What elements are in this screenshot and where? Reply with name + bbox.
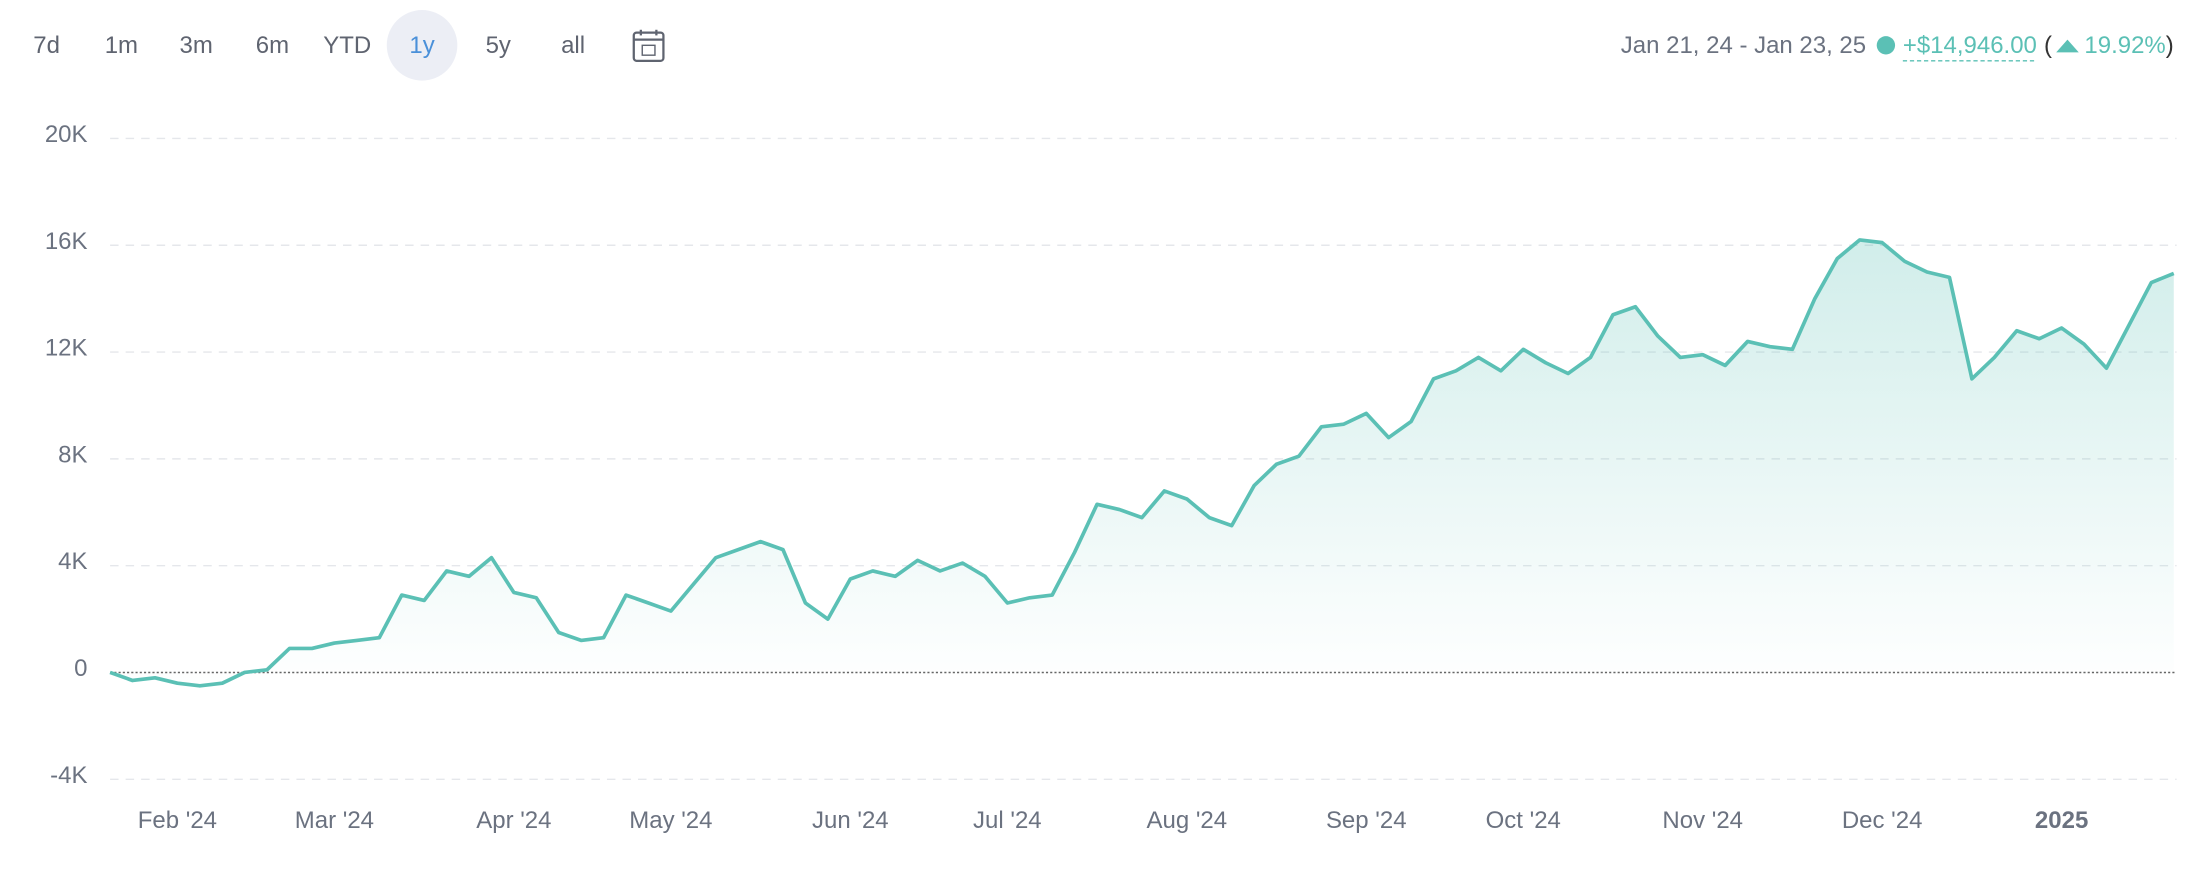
selected-range-bg xyxy=(386,10,458,81)
y-tick-label: 20K xyxy=(45,121,88,148)
change-value: +$14,946.00 xyxy=(1903,32,2037,59)
date-range: Jan 21, 24 - Jan 23, 25 xyxy=(1621,32,1866,59)
y-tick-label: -4K xyxy=(50,762,87,789)
range-button[interactable]: YTD xyxy=(323,32,371,59)
x-tick-label: 2025 xyxy=(2035,807,2088,834)
x-tick-label: Jul '24 xyxy=(973,807,1042,834)
range-button[interactable]: 5y xyxy=(486,32,511,59)
line xyxy=(109,238,2175,688)
x-tick-label: Apr '24 xyxy=(476,807,551,834)
range-button[interactable]: 1m xyxy=(105,32,138,59)
up-triangle xyxy=(2056,39,2079,53)
x-tick-label: Oct '24 xyxy=(1486,807,1561,834)
x-tick-label: Mar '24 xyxy=(295,807,374,834)
area xyxy=(110,239,2174,686)
y-tick-label: 0 xyxy=(74,655,87,682)
x-tick-label: May '24 xyxy=(629,807,712,834)
paren: ( xyxy=(2044,32,2052,59)
status-dot xyxy=(1876,36,1896,55)
range-button[interactable]: 1y xyxy=(409,32,434,59)
y-tick-label: 16K xyxy=(45,228,88,255)
change-percent: 19.92% xyxy=(2084,32,2165,59)
x-tick-label: Nov '24 xyxy=(1662,807,1743,834)
paren: ) xyxy=(2166,32,2174,59)
x-tick-label: Feb '24 xyxy=(138,807,217,834)
x-tick-label: Jun '24 xyxy=(812,807,889,834)
y-tick-label: 4K xyxy=(58,548,87,575)
range-button[interactable]: all xyxy=(561,32,585,59)
x-tick-label: Dec '24 xyxy=(1842,807,1923,834)
range-button[interactable]: 6m xyxy=(256,32,289,59)
y-tick-label: 12K xyxy=(45,335,88,362)
range-button[interactable]: 7d xyxy=(33,32,60,59)
y-tick-label: 8K xyxy=(58,441,87,468)
x-tick-label: Sep '24 xyxy=(1326,807,1407,834)
x-tick-label: Aug '24 xyxy=(1146,807,1227,834)
calendar-button[interactable] xyxy=(632,29,665,62)
range-button[interactable]: 3m xyxy=(180,32,213,59)
